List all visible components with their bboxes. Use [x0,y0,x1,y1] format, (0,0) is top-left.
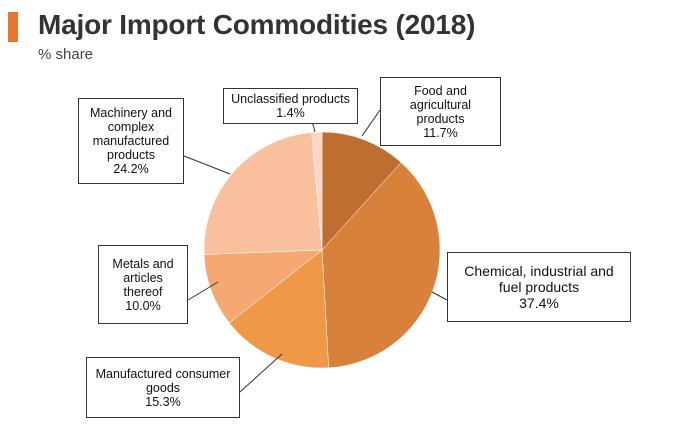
label-chemical-value: 37.4% [519,295,559,311]
label-unclassified-value: 1.4% [276,106,305,120]
label-food: Food and agricultural products 11.7% [380,77,501,146]
chart-subtitle: % share [38,46,94,63]
label-unclassified-line1: Unclassified products [231,92,350,106]
chart-title: Major Import Commodities (2018) [38,9,476,40]
label-food-value: 11.7% [423,125,458,140]
pie-slice-consumer [228,249,329,369]
label-metals: Metals and articles thereof 10.0% [98,245,188,324]
label-consumer-line2: goods [145,380,181,395]
pie-slice-chemical [321,162,441,369]
pie-slice-machinery [203,132,323,255]
pie-slice-metals [203,249,323,324]
leader-line-consumer [239,353,283,393]
pie-slice-food [321,131,402,251]
leader-line-machinery [183,155,231,175]
label-metals-value: 10.0% [125,298,161,313]
label-unclassified: Unclassified products 1.4% [223,88,358,124]
label-machinery-value: 24.2% [113,162,149,176]
label-metals-line1: Metals and [112,256,174,271]
label-machinery-line4: products [107,148,155,162]
title-accent-bar [8,12,18,42]
leader-line-chemical [431,291,448,301]
label-machinery-line1: Machinery and [90,106,172,120]
pie-slice-unclassified [311,131,323,251]
label-metals-line2: articles [123,270,163,285]
label-food-line2: agricultural [409,97,472,112]
leader-line-metals [187,281,219,301]
label-consumer-line1: Manufactured consumer [95,366,231,381]
label-chemical-line1: Chemical, industrial and [464,263,614,279]
label-machinery-line2: complex [107,120,155,134]
label-machinery: Machinery and complex manufactured produ… [78,98,184,184]
label-chemical: Chemical, industrial and fuel products 3… [447,252,631,322]
label-machinery-line3: manufactured [92,134,170,148]
label-consumer-value: 15.3% [145,394,181,409]
label-metals-line3: thereof [123,284,163,299]
label-food-line1: Food and [414,83,467,98]
label-food-line3: products [416,111,465,126]
label-chemical-line2: fuel products [498,279,580,295]
label-consumer: Manufactured consumer goods 15.3% [86,357,240,418]
leader-line-food [361,109,381,137]
